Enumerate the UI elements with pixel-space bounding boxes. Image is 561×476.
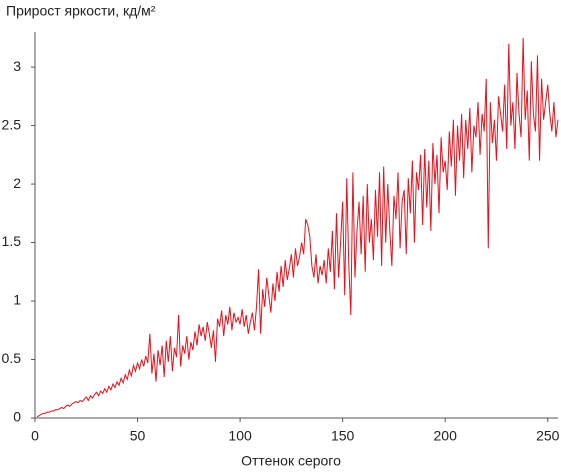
y-tick-label: 2 [13, 175, 21, 191]
y-tick-label: 0 [13, 409, 21, 425]
x-tick-label: 50 [130, 428, 146, 444]
x-tick-label: 250 [536, 428, 560, 444]
x-tick-label: 100 [228, 428, 252, 444]
x-tick-label: 150 [331, 428, 355, 444]
y-tick-label: 0.5 [2, 350, 22, 366]
data-line [36, 37, 559, 418]
x-tick-label: 0 [31, 428, 39, 444]
y-tick-label: 2.5 [2, 116, 22, 132]
x-tick-label: 200 [434, 428, 458, 444]
y-tick-label: 3 [13, 58, 21, 74]
y-tick-label: 1.5 [2, 233, 22, 249]
x-axis-label: Оттенок серого [241, 453, 341, 469]
chart-title: Прирост яркости, кд/м² [6, 3, 156, 19]
y-tick-label: 1 [13, 292, 21, 308]
